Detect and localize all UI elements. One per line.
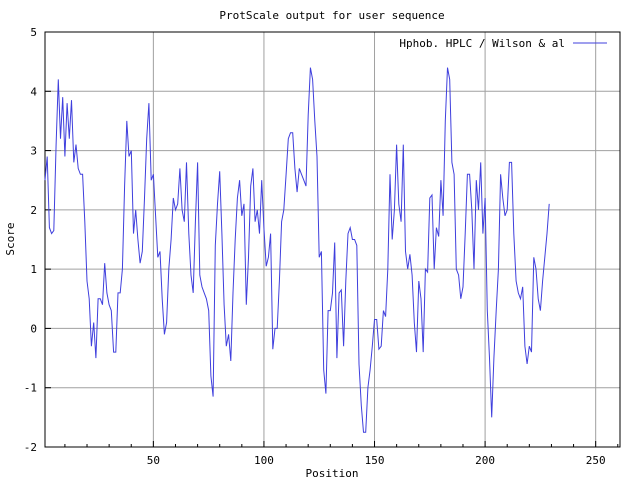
series-line-hphob-hplc <box>44 67 550 433</box>
legend-label: Hphob. HPLC / Wilson & al <box>399 37 565 50</box>
x-tick-label: 200 <box>475 454 495 467</box>
y-tick-label: 0 <box>30 322 37 335</box>
y-axis-label: Score <box>4 222 17 255</box>
y-tick-label: -2 <box>24 441 37 454</box>
y-tick-label: 3 <box>30 145 37 158</box>
y-tick-label: 1 <box>30 263 37 276</box>
x-tick-label: 150 <box>365 454 385 467</box>
y-tick-label: 2 <box>30 204 37 217</box>
y-tick-label: 5 <box>30 26 37 39</box>
y-tick-label: 4 <box>30 85 37 98</box>
chart-title: ProtScale output for user sequence <box>219 9 444 22</box>
x-tick-label: 250 <box>586 454 606 467</box>
x-tick-label: 100 <box>254 454 274 467</box>
legend: Hphob. HPLC / Wilson & al <box>399 37 607 50</box>
grid-lines <box>45 32 620 447</box>
y-tick-label: -1 <box>24 382 37 395</box>
x-axis-label: Position <box>306 467 359 480</box>
plot-frame <box>44 31 621 448</box>
axis-tick-labels: 50 100 150 200 250 -2 -1 0 1 2 3 4 5 <box>24 26 606 467</box>
axis-ticks <box>45 31 619 448</box>
x-tick-label: 50 <box>147 454 160 467</box>
